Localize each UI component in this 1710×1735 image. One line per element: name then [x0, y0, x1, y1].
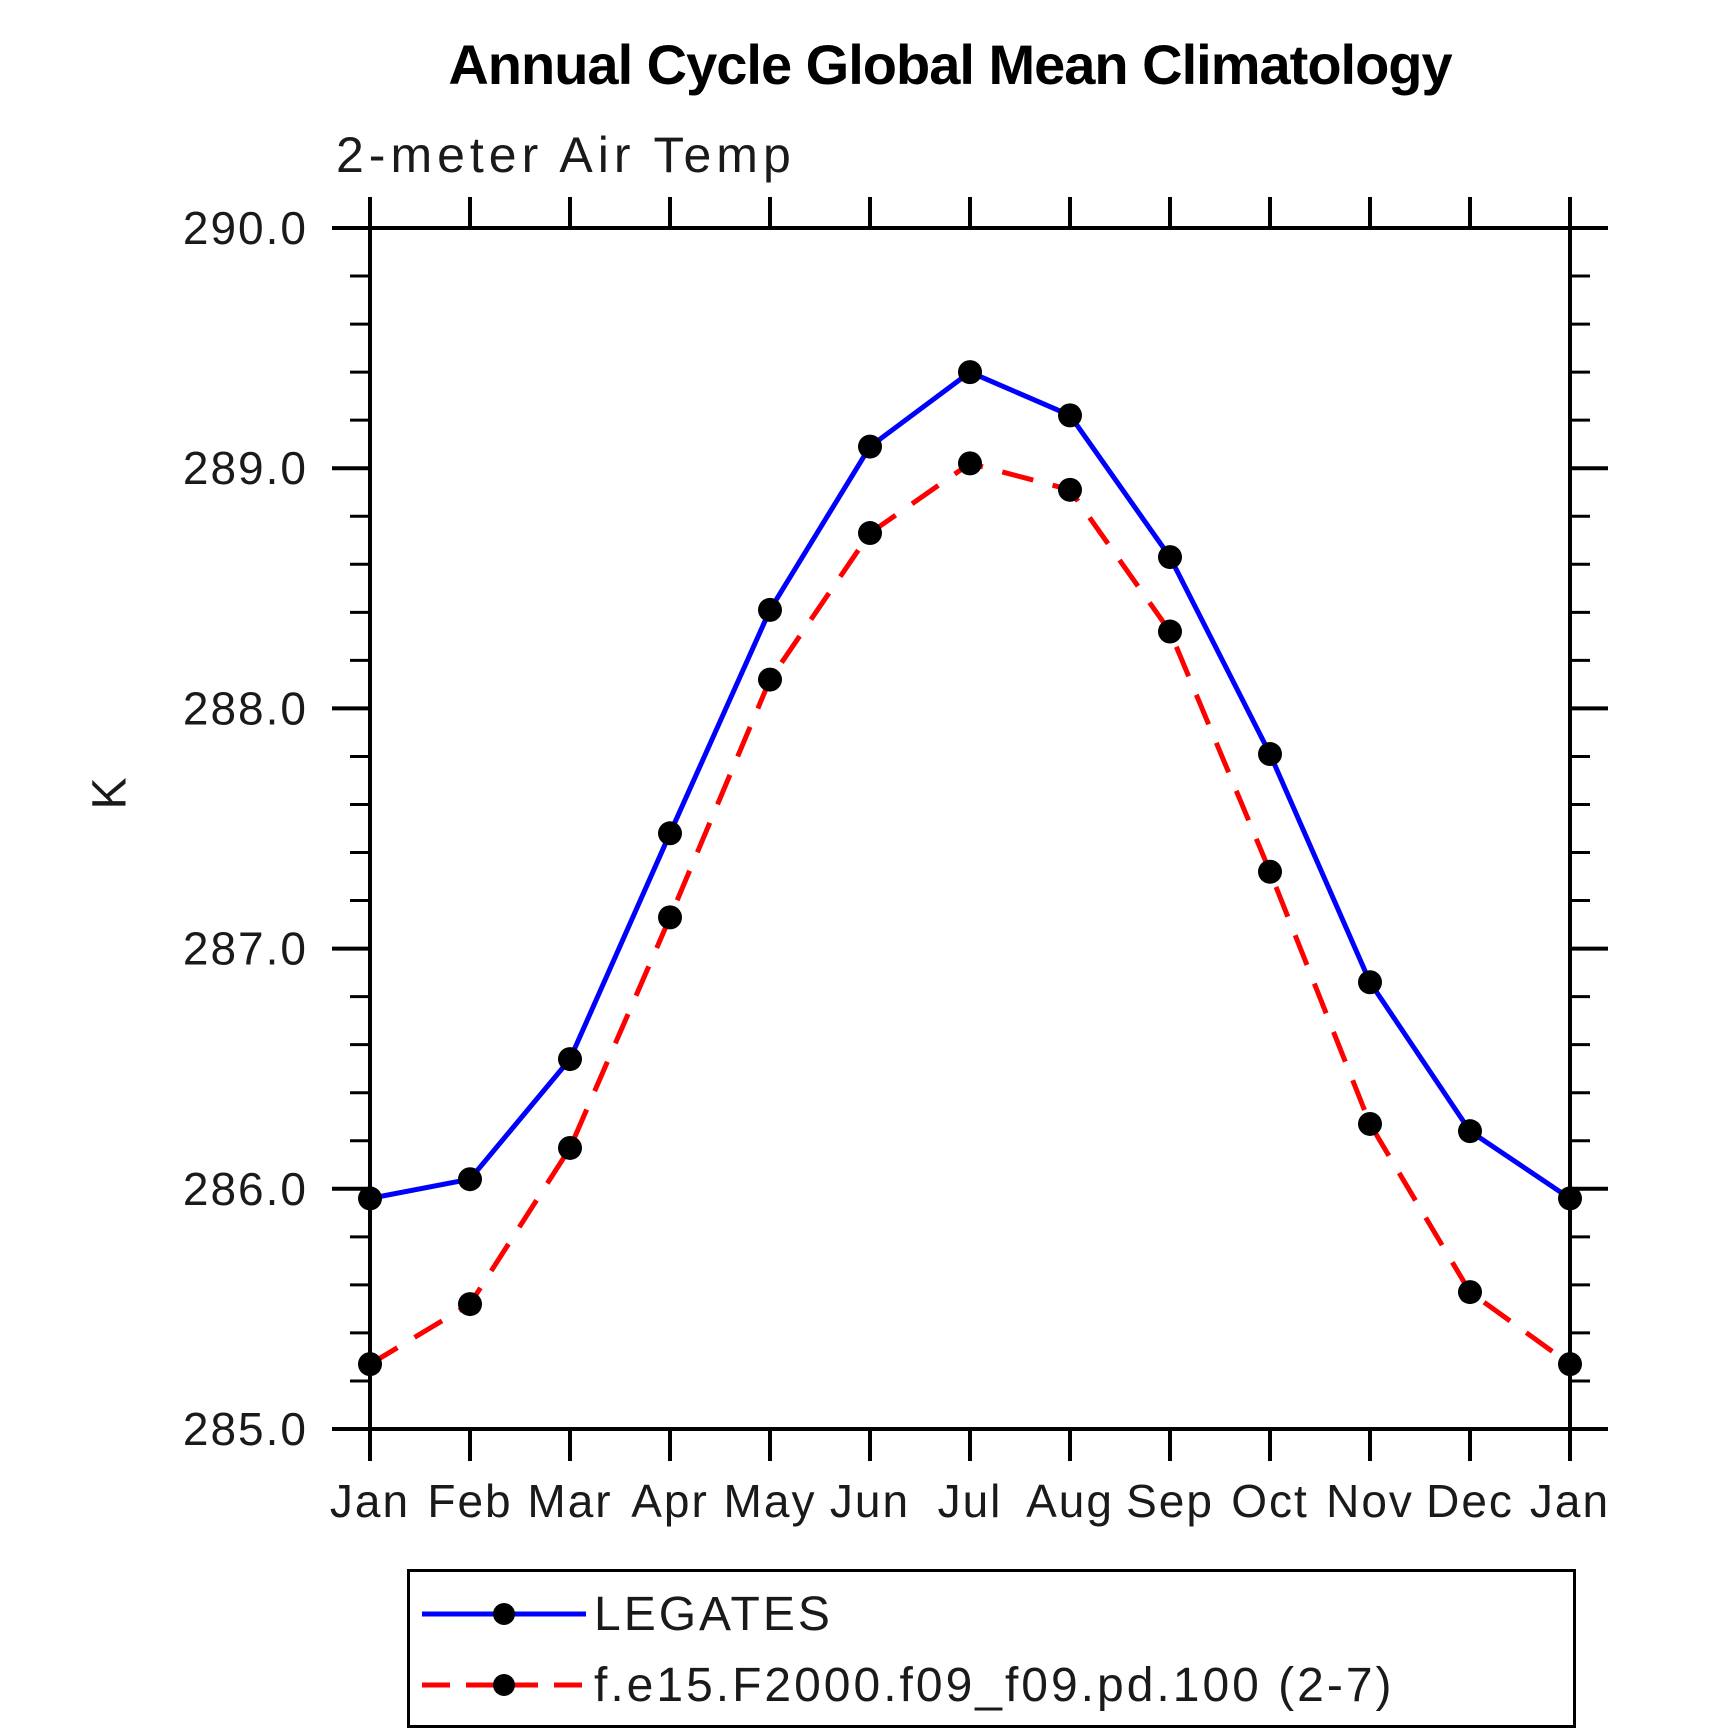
data-point-model — [1058, 477, 1082, 502]
data-point-legates — [1058, 403, 1082, 428]
x-tick-label: Feb — [427, 1475, 512, 1527]
data-point-model — [358, 1352, 382, 1377]
data-point-model — [1258, 859, 1282, 884]
data-point-model — [1458, 1280, 1482, 1305]
y-tick-label: 288.0 — [183, 682, 308, 734]
legend-marker-icon — [493, 1674, 515, 1696]
data-point-model — [1358, 1111, 1382, 1136]
data-point-model — [458, 1292, 482, 1317]
plot-frame — [368, 226, 1572, 1431]
x-tick-label: Jan — [330, 1475, 410, 1527]
data-point-model — [958, 451, 982, 476]
data-point-legates — [1158, 545, 1182, 570]
legend-marker-icon — [493, 1603, 515, 1625]
x-tick-label: Jun — [830, 1475, 910, 1527]
y-tick-label: 290.0 — [183, 202, 308, 254]
x-tick-label: Jul — [938, 1475, 1003, 1527]
data-point-legates — [858, 434, 882, 459]
legend-item-model: f.e15.F2000.f09_f09.pd.100 (2-7) — [418, 1659, 1395, 1712]
legend-line-model-icon — [422, 1674, 586, 1696]
data-point-legates — [1458, 1119, 1482, 1144]
x-tick-label: Aug — [1026, 1475, 1114, 1527]
y-tick-label: 285.0 — [183, 1403, 308, 1455]
series-line-model — [368, 460, 1572, 1367]
x-tick-label: Sep — [1126, 1475, 1214, 1527]
x-tick-label: May — [724, 1475, 817, 1527]
legend-box: LEGATES f.e15.F2000.f09_f09.pd.100 (2-7) — [407, 1569, 1576, 1728]
data-point-legates — [458, 1167, 482, 1192]
legend-label-legates: LEGATES — [594, 1587, 833, 1641]
y-tick-label: 289.0 — [183, 442, 308, 494]
data-point-legates — [1258, 742, 1282, 767]
x-tick-label: Oct — [1231, 1475, 1309, 1527]
data-point-legates — [1558, 1186, 1582, 1211]
legend-item-legates: LEGATES — [418, 1588, 833, 1641]
data-point-model — [658, 905, 682, 930]
data-point-model — [558, 1135, 582, 1160]
data-point-legates — [558, 1047, 582, 1072]
data-point-model — [1558, 1352, 1582, 1377]
data-point-model — [858, 521, 882, 546]
x-tick-label: Mar — [527, 1475, 612, 1527]
y-tick-label: 286.0 — [183, 1163, 308, 1215]
x-tick-label: Dec — [1426, 1475, 1514, 1527]
data-point-legates — [358, 1186, 382, 1211]
x-tick-label: Jan — [1530, 1475, 1610, 1527]
legend-line-legates-icon — [422, 1603, 586, 1625]
series-line-legates — [369, 369, 1572, 1201]
y-tick-label: 287.0 — [183, 923, 308, 975]
data-point-model — [758, 667, 782, 692]
legend-label-model: f.e15.F2000.f09_f09.pd.100 (2-7) — [594, 1658, 1395, 1712]
data-point-legates — [658, 821, 682, 846]
chart-subtitle: 2-meter Air Temp — [336, 127, 796, 183]
x-tick-label: Nov — [1326, 1475, 1414, 1527]
data-point-legates — [958, 360, 982, 385]
x-tick-label: Apr — [631, 1475, 709, 1527]
data-point-model — [1158, 619, 1182, 644]
data-point-legates — [1358, 970, 1382, 995]
data-point-legates — [758, 597, 782, 622]
chart-title: Annual Cycle Global Mean Climatology — [448, 33, 1452, 96]
